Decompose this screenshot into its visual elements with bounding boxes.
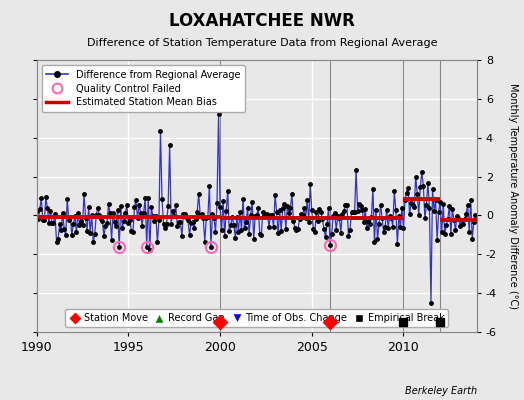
Text: Berkeley Earth: Berkeley Earth — [405, 386, 477, 396]
Text: Difference of Station Temperature Data from Regional Average: Difference of Station Temperature Data f… — [87, 38, 437, 48]
Legend: Station Move, Record Gap, Time of Obs. Change, Empirical Break: Station Move, Record Gap, Time of Obs. C… — [66, 309, 448, 327]
Y-axis label: Monthly Temperature Anomaly Difference (°C): Monthly Temperature Anomaly Difference (… — [508, 83, 518, 309]
Text: LOXAHATCHEE NWR: LOXAHATCHEE NWR — [169, 12, 355, 30]
